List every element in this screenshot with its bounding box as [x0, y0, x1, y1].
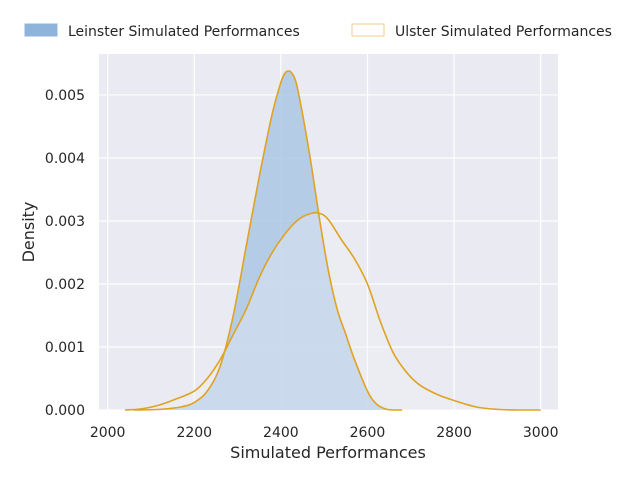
- series-line-1: [124, 211, 541, 411]
- x-tick-label: 2400: [263, 425, 299, 441]
- series-layer: [124, 70, 541, 411]
- y-tick-label: 0.005: [45, 88, 85, 104]
- y-tick-label: 0.004: [45, 151, 85, 167]
- x-tick-label: 3000: [523, 425, 559, 441]
- x-axis-label: Simulated Performances: [230, 443, 426, 462]
- x-tick-label: 2600: [350, 425, 386, 441]
- legend-swatch-leinster: [24, 23, 58, 37]
- x-axis-ticks: 2000 2200 2400 2600 2800 3000: [90, 425, 559, 441]
- series-area-0: [133, 71, 403, 410]
- x-tick-label: 2200: [176, 425, 212, 441]
- y-tick-label: 0.001: [45, 340, 85, 356]
- legend-label-ulster: Ulster Simulated Performances: [395, 24, 612, 40]
- y-tick-label: 0.003: [45, 214, 85, 230]
- y-axis-label: Density: [19, 202, 38, 263]
- x-tick-label: 2800: [436, 425, 472, 441]
- y-tick-label: 0.000: [45, 403, 85, 419]
- series-area-1: [124, 212, 541, 410]
- series-line-0: [133, 70, 403, 411]
- y-tick-label: 0.002: [45, 277, 85, 293]
- y-axis-ticks: 0.000 0.001 0.002 0.003 0.004 0.005: [45, 88, 85, 419]
- legend-swatch-ulster: [351, 23, 385, 37]
- legend-label-leinster: Leinster Simulated Performances: [68, 24, 300, 40]
- legend: Leinster Simulated Performances Ulster S…: [24, 23, 612, 40]
- x-tick-label: 2000: [90, 425, 126, 441]
